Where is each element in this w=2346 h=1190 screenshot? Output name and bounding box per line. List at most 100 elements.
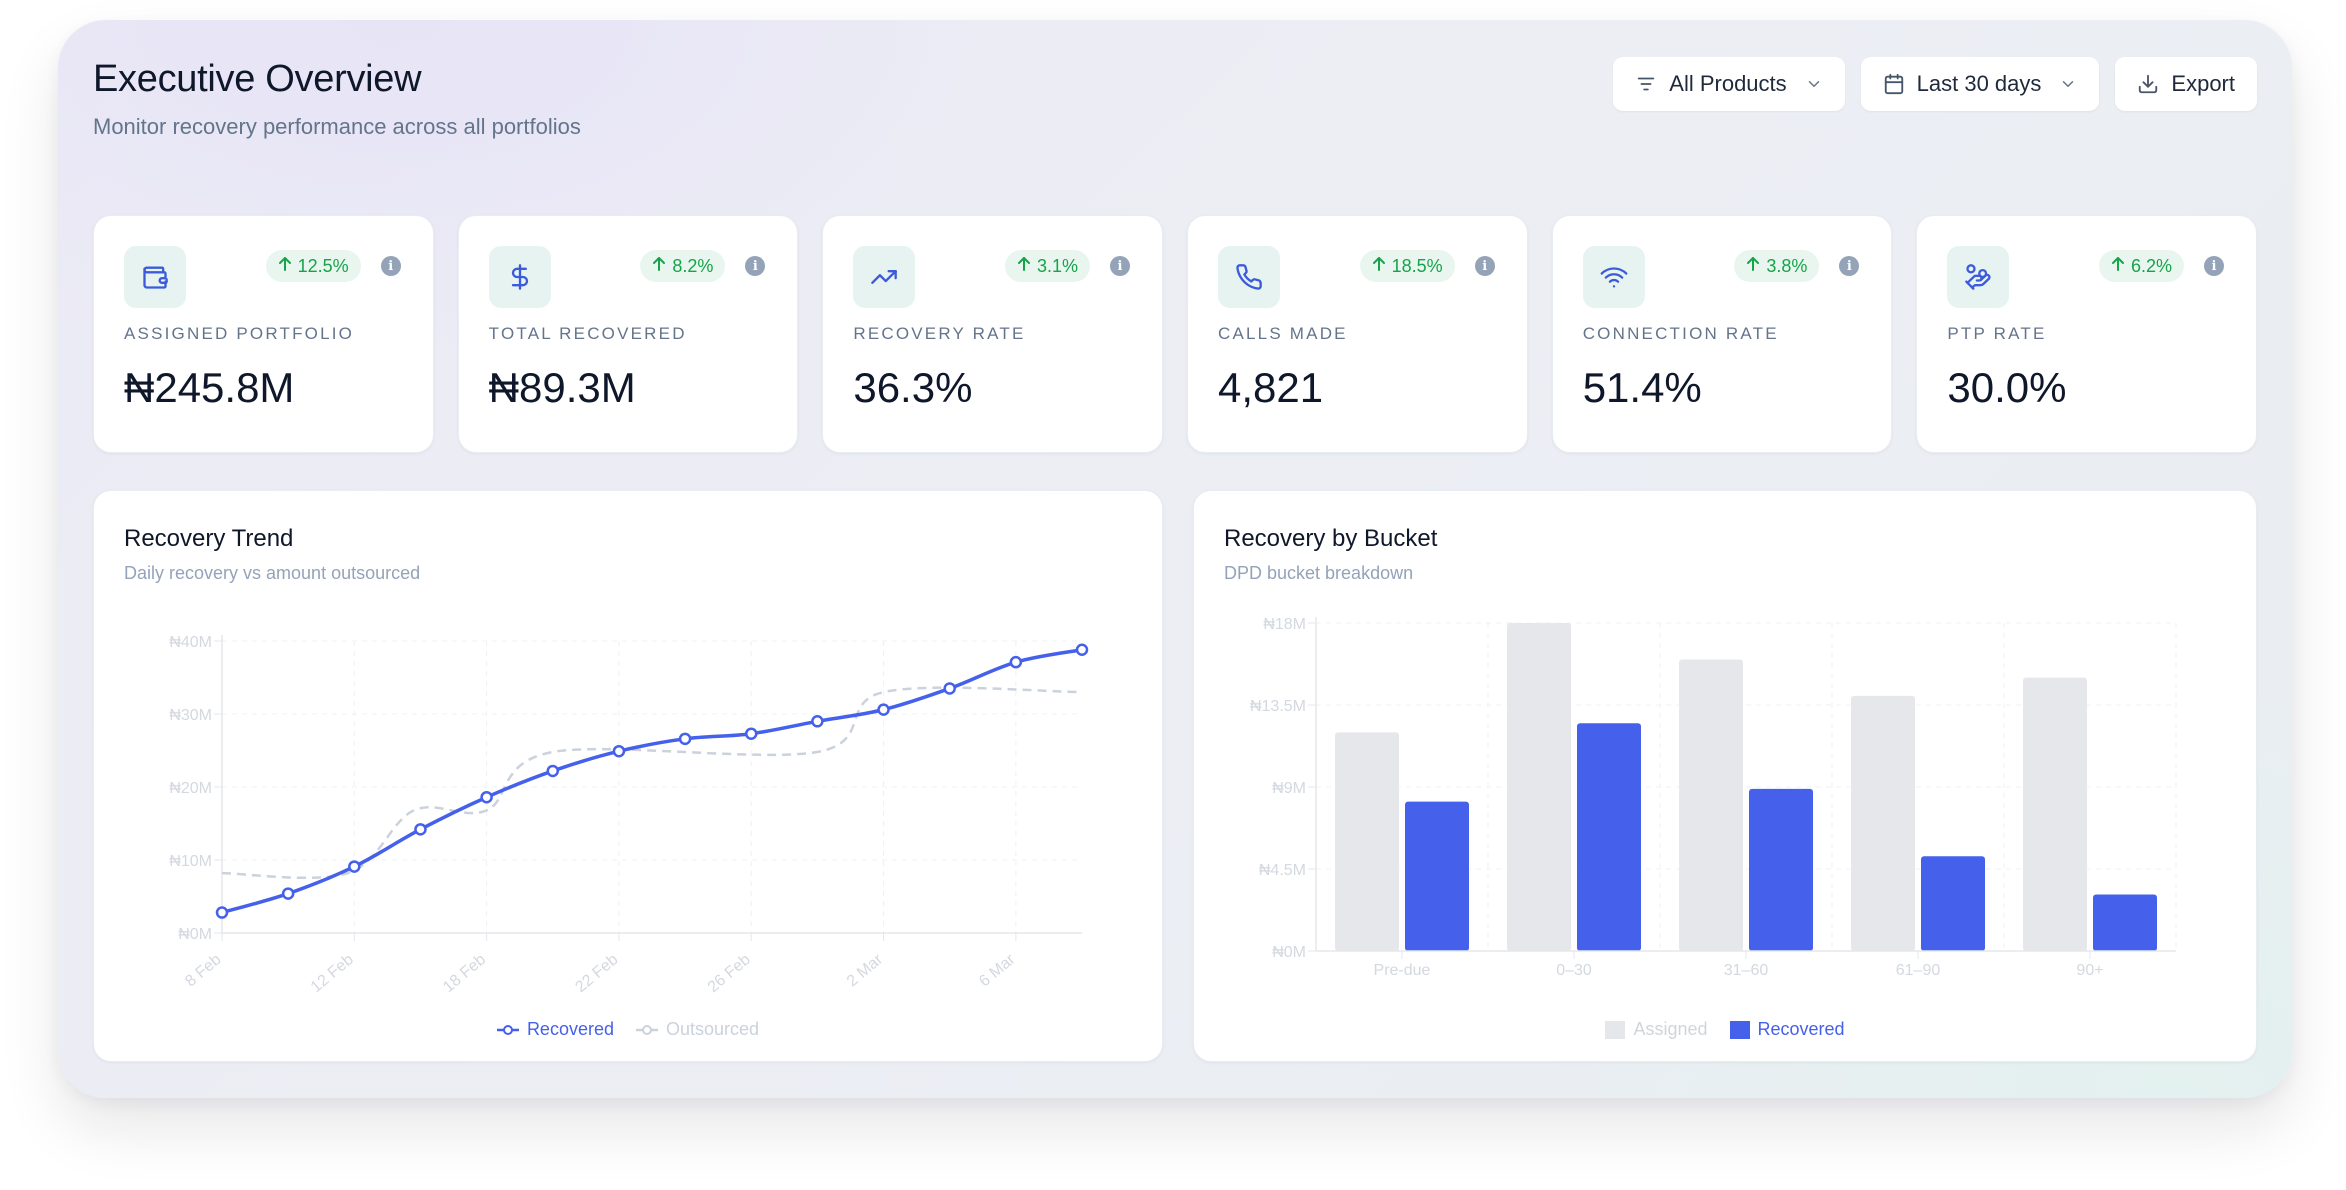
info-icon[interactable]: i <box>1839 256 1860 276</box>
kpi-value: 4,821 <box>1218 364 1324 411</box>
info-icon[interactable]: i <box>2204 256 2225 276</box>
change-value: 8.2% <box>672 255 714 276</box>
x-tick-label: 2 Mar <box>844 951 887 991</box>
kpi-label: TOTAL RECOVERED <box>488 324 687 343</box>
legend-item-outsourced[interactable]: Outsourced <box>635 1019 760 1040</box>
legend-label: Recovered <box>1757 1019 1845 1039</box>
x-tick-label: 18 Feb <box>440 951 489 996</box>
x-tick-label: 22 Feb <box>572 951 621 996</box>
change-value: 18.5% <box>1391 255 1443 276</box>
export-button[interactable]: Export <box>2115 57 2257 111</box>
kpi-label: RECOVERY RATE <box>853 324 1026 343</box>
recovery-by-bucket-card: Recovery by Bucket DPD bucket breakdown … <box>1193 490 2257 1062</box>
page-title: Executive Overview <box>93 58 422 100</box>
download-icon <box>2137 73 2159 95</box>
bar-recovered <box>1577 723 1641 951</box>
bar-assigned <box>1679 659 1743 951</box>
arrow-up-icon <box>652 256 666 277</box>
data-point-recovered <box>943 682 956 695</box>
kpi-row: 12.5% i ASSIGNED PORTFOLIO ₦245.8M 8.2% … <box>93 215 2258 453</box>
y-tick-label: ₦0M <box>178 926 212 943</box>
y-tick-label: ₦30M <box>169 707 212 724</box>
info-icon[interactable]: i <box>380 256 401 276</box>
kpi-label: ASSIGNED PORTFOLIO <box>124 324 355 343</box>
x-tick-label: 61–90 <box>1896 962 1941 979</box>
chart-legend: Recovered Outsourced <box>94 1019 1162 1040</box>
legend-label: Recovered <box>526 1019 614 1039</box>
product-filter-label: All Products <box>1669 71 1787 96</box>
kpi-card-assigned-portfolio: 12.5% i ASSIGNED PORTFOLIO ₦245.8M <box>93 215 434 453</box>
data-point-recovered <box>678 732 692 746</box>
recovery-trend-chart: ₦0M ₦10M ₦20M ₦30M ₦40M 8 Feb 12 Feb 18 Feb 22 F… <box>169 634 1089 996</box>
kpi-card-total-recovered: 8.2% i TOTAL RECOVERED ₦89.3M <box>457 215 799 453</box>
legend-label: Assigned <box>1633 1019 1708 1039</box>
dollar-icon <box>488 246 551 308</box>
y-tick-label: ₦0M <box>1272 944 1306 961</box>
export-label: Export <box>2171 71 2235 96</box>
y-tick-label: ₦40M <box>169 634 212 651</box>
trending-up-icon <box>853 246 916 308</box>
x-tick-label: 12 Feb <box>308 951 357 996</box>
kpi-value: 30.0% <box>1947 364 2067 411</box>
legend-line-marker-icon <box>635 1024 658 1035</box>
bar-recovered <box>1749 788 1813 951</box>
y-tick-label: ₦18M <box>1263 616 1306 633</box>
data-point-recovered <box>612 744 626 758</box>
product-filter-dropdown[interactable]: All Products <box>1613 57 1845 111</box>
change-badge: 6.2% <box>2099 250 2185 282</box>
recovery-trend-card: Recovery Trend Daily recovery vs amount … <box>93 490 1163 1062</box>
info-icon[interactable]: i <box>745 256 766 276</box>
data-point-recovered <box>877 703 890 716</box>
kpi-label: CALLS MADE <box>1218 324 1348 343</box>
x-tick-label: 0–30 <box>1556 962 1592 979</box>
wifi-icon <box>1582 246 1645 308</box>
legend-line-marker-icon <box>496 1024 519 1035</box>
x-tick-label: 90+ <box>2076 962 2103 979</box>
change-value: 3.1% <box>1036 255 1079 276</box>
legend-item-recovered[interactable]: Recovered <box>1729 1019 1845 1040</box>
x-tick-label: Pre-due <box>1374 962 1431 979</box>
bar-recovered <box>1921 856 1985 951</box>
kpi-card-ptp-rate: 6.2% i PTP RATE 30.0% <box>1916 215 2258 453</box>
info-icon[interactable]: i <box>1110 256 1131 276</box>
card-subtitle: DPD bucket breakdown <box>1224 563 1414 583</box>
data-point-recovered <box>348 860 361 873</box>
page-subtitle: Monitor recovery performance across all … <box>93 114 581 139</box>
phone-icon <box>1218 246 1281 308</box>
x-tick-label: 8 Feb <box>182 951 224 990</box>
legend-swatch <box>1729 1020 1750 1039</box>
legend-item-recovered[interactable]: Recovered <box>496 1019 614 1040</box>
legend-item-assigned[interactable]: Assigned <box>1605 1019 1708 1040</box>
arrow-up-icon <box>1746 256 1760 277</box>
bar-assigned <box>2023 677 2087 951</box>
hand-coins-icon <box>1947 246 2010 308</box>
bar-assigned <box>1335 732 1399 951</box>
data-point-recovered <box>480 790 493 804</box>
chevron-down-icon <box>2059 75 2077 93</box>
arrow-up-icon <box>1372 256 1386 277</box>
kpi-value: ₦89.3M <box>488 364 636 411</box>
arrow-up-icon <box>2111 256 2125 277</box>
toolbar: All Products Last 30 days Export <box>1613 57 2257 111</box>
data-point-recovered <box>1075 643 1089 657</box>
data-point-recovered <box>414 823 427 836</box>
bar-recovered <box>1405 801 1469 951</box>
filter-icon <box>1635 73 1657 95</box>
date-range-dropdown[interactable]: Last 30 days <box>1860 57 2100 111</box>
change-badge: 8.2% <box>640 250 726 282</box>
data-point-recovered <box>281 887 295 900</box>
info-icon[interactable]: i <box>1474 256 1495 276</box>
kpi-value: 36.3% <box>853 364 973 411</box>
bar-recovered <box>2093 894 2157 951</box>
bar-assigned <box>1507 623 1571 951</box>
chart-legend: Assigned Recovered <box>1194 1019 2256 1040</box>
x-tick-label: 6 Mar <box>976 951 1019 991</box>
legend-swatch <box>1605 1020 1626 1039</box>
kpi-value: ₦245.8M <box>124 364 295 411</box>
legend-label: Outsourced <box>665 1019 760 1039</box>
x-tick-label: 26 Feb <box>705 951 754 996</box>
card-title: Recovery Trend <box>124 525 294 552</box>
data-point-recovered <box>215 906 229 919</box>
y-tick-label: ₦13.5M <box>1250 698 1306 715</box>
kpi-card-calls-made: 18.5% i CALLS MADE 4,821 <box>1187 215 1528 453</box>
